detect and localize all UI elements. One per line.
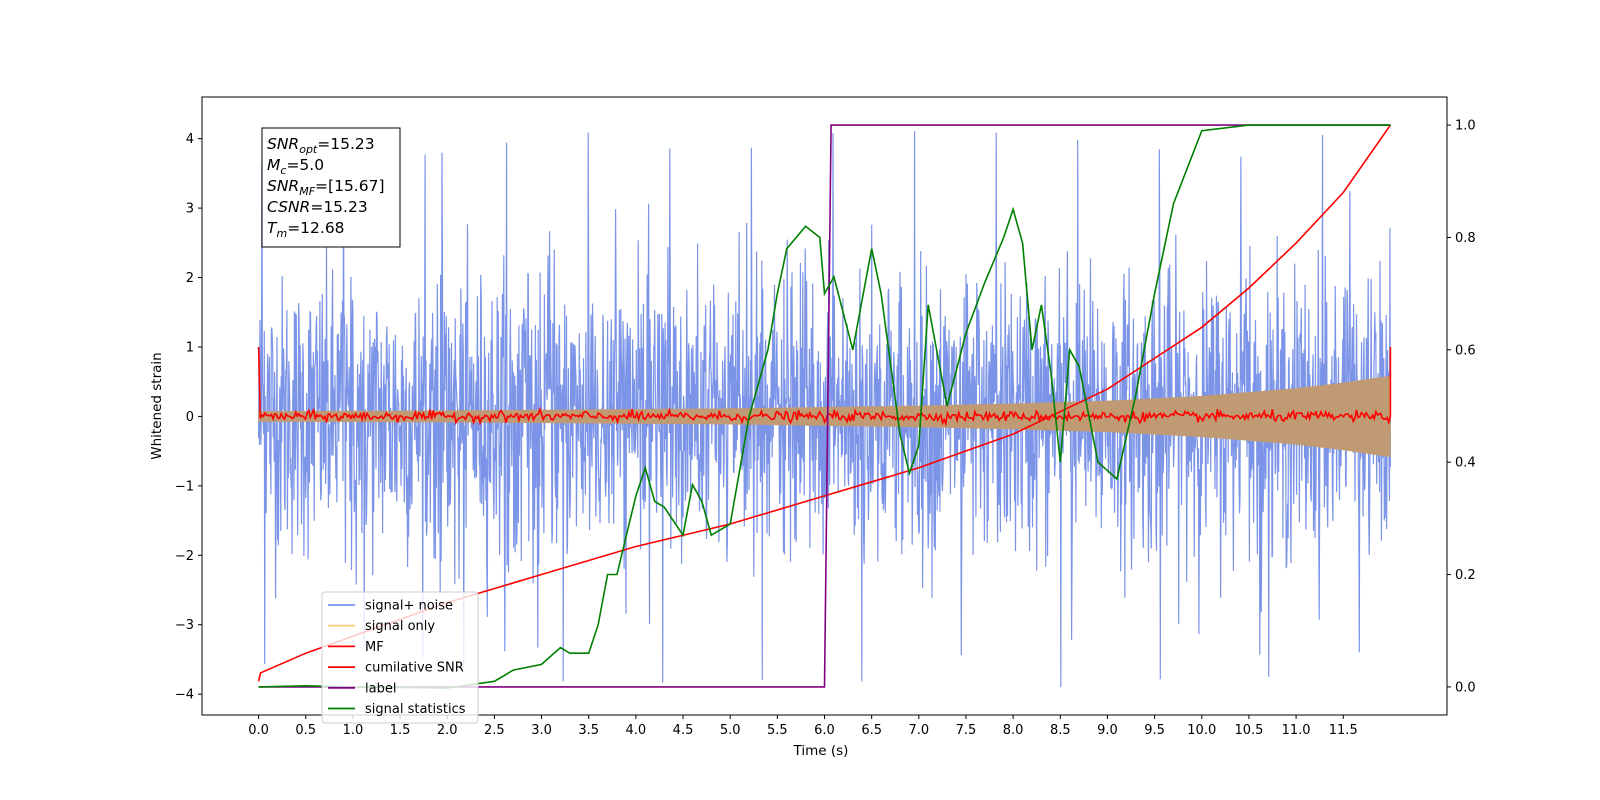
x-tick-label: 4.5 xyxy=(673,723,694,738)
legend-label: label xyxy=(365,681,396,696)
series-signal-statistics xyxy=(258,124,1391,689)
legend-label: signal statistics xyxy=(365,702,466,717)
x-tick-label: 10.0 xyxy=(1187,723,1216,738)
legend-label: signal only xyxy=(365,619,435,634)
x-tick-label: 0.5 xyxy=(295,723,316,738)
stats-annotation-box: SNRopt=15.23Mc=5.0SNRMF=[15.67]CSNR=15.2… xyxy=(261,127,401,248)
x-tick-label: 5.0 xyxy=(720,723,741,738)
x-tick-label: 3.5 xyxy=(578,723,599,738)
legend-label: MF xyxy=(365,640,384,655)
x-tick-label: 6.0 xyxy=(814,723,835,738)
x-tick-label: 1.0 xyxy=(343,723,364,738)
x-tick-label: 1.5 xyxy=(390,723,411,738)
x-tick-label: 8.5 xyxy=(1050,723,1071,738)
annotation-line: SNRopt=15.23 xyxy=(267,135,375,156)
annotation-frame xyxy=(261,127,401,248)
x-tick-label: 2.0 xyxy=(437,723,458,738)
y2-tick-label: 1.0 xyxy=(1455,119,1476,134)
x-tick-label: 9.5 xyxy=(1144,723,1165,738)
x-tick-label: 7.0 xyxy=(908,723,929,738)
annotation-line: CSNR=15.23 xyxy=(267,198,368,216)
legend-label: cumilative SNR xyxy=(365,661,464,676)
y2-tick-label: 0.4 xyxy=(1455,456,1476,471)
y-tick-label: 2 xyxy=(186,271,194,286)
x-tick-label: 11.5 xyxy=(1329,723,1358,738)
x-axis-ticks: 0.0 0.5 1.0 1.5 2.0 2.5 3.0 3.5 4.0 4.5 5.0 5.5 6.0 6… xyxy=(248,715,1358,738)
y-tick-label: −4 xyxy=(175,688,194,703)
x-tick-label: 10.5 xyxy=(1234,723,1263,738)
legend: signal+ noise signal only MF cumilative SNR… xyxy=(321,591,479,724)
x-tick-label: 2.5 xyxy=(484,723,505,738)
x-tick-label: 3.0 xyxy=(531,723,552,738)
annotation-line: Tm=12.68 xyxy=(267,219,345,240)
annotation-line: Mc=5.0 xyxy=(267,156,324,177)
y-tick-label: −3 xyxy=(175,618,194,633)
plot-series xyxy=(257,124,1392,689)
y-tick-label: 4 xyxy=(186,132,194,147)
series-label xyxy=(258,124,1391,688)
x-tick-label: 9.0 xyxy=(1097,723,1118,738)
y-tick-label: 3 xyxy=(186,202,194,217)
y-tick-label: −2 xyxy=(175,549,194,564)
legend-label: signal+ noise xyxy=(365,599,453,614)
y-axis-left-ticks: −4 −3 −2 −1 0 1 2 3 4 xyxy=(175,132,202,703)
y2-tick-label: 0.6 xyxy=(1455,343,1476,358)
x-tick-label: 0.0 xyxy=(248,723,269,738)
x-tick-label: 4.0 xyxy=(626,723,647,738)
x-tick-label: 11.0 xyxy=(1282,723,1311,738)
x-tick-label: 5.5 xyxy=(767,723,788,738)
y-axis-label: Whitened strain xyxy=(149,352,165,459)
y-tick-label: 1 xyxy=(186,340,194,355)
y-tick-label: −1 xyxy=(175,479,194,494)
y2-tick-label: 0.8 xyxy=(1455,231,1476,246)
y-tick-label: 0 xyxy=(186,410,194,425)
y-axis-right-ticks: 0.0 0.2 0.4 0.6 0.8 1.0 xyxy=(1447,119,1476,695)
x-tick-label: 8.0 xyxy=(1003,723,1024,738)
y2-tick-label: 0.2 xyxy=(1455,568,1476,583)
x-tick-label: 7.5 xyxy=(956,723,977,738)
x-tick-label: 6.5 xyxy=(861,723,882,738)
series-signal-only xyxy=(258,375,1391,458)
x-axis-label: Time (s) xyxy=(793,743,849,759)
legend-frame xyxy=(321,591,479,724)
series-mf xyxy=(257,346,1392,428)
y2-tick-label: 0.0 xyxy=(1455,680,1476,695)
annotation-line: SNRMF=[15.67] xyxy=(267,177,385,198)
